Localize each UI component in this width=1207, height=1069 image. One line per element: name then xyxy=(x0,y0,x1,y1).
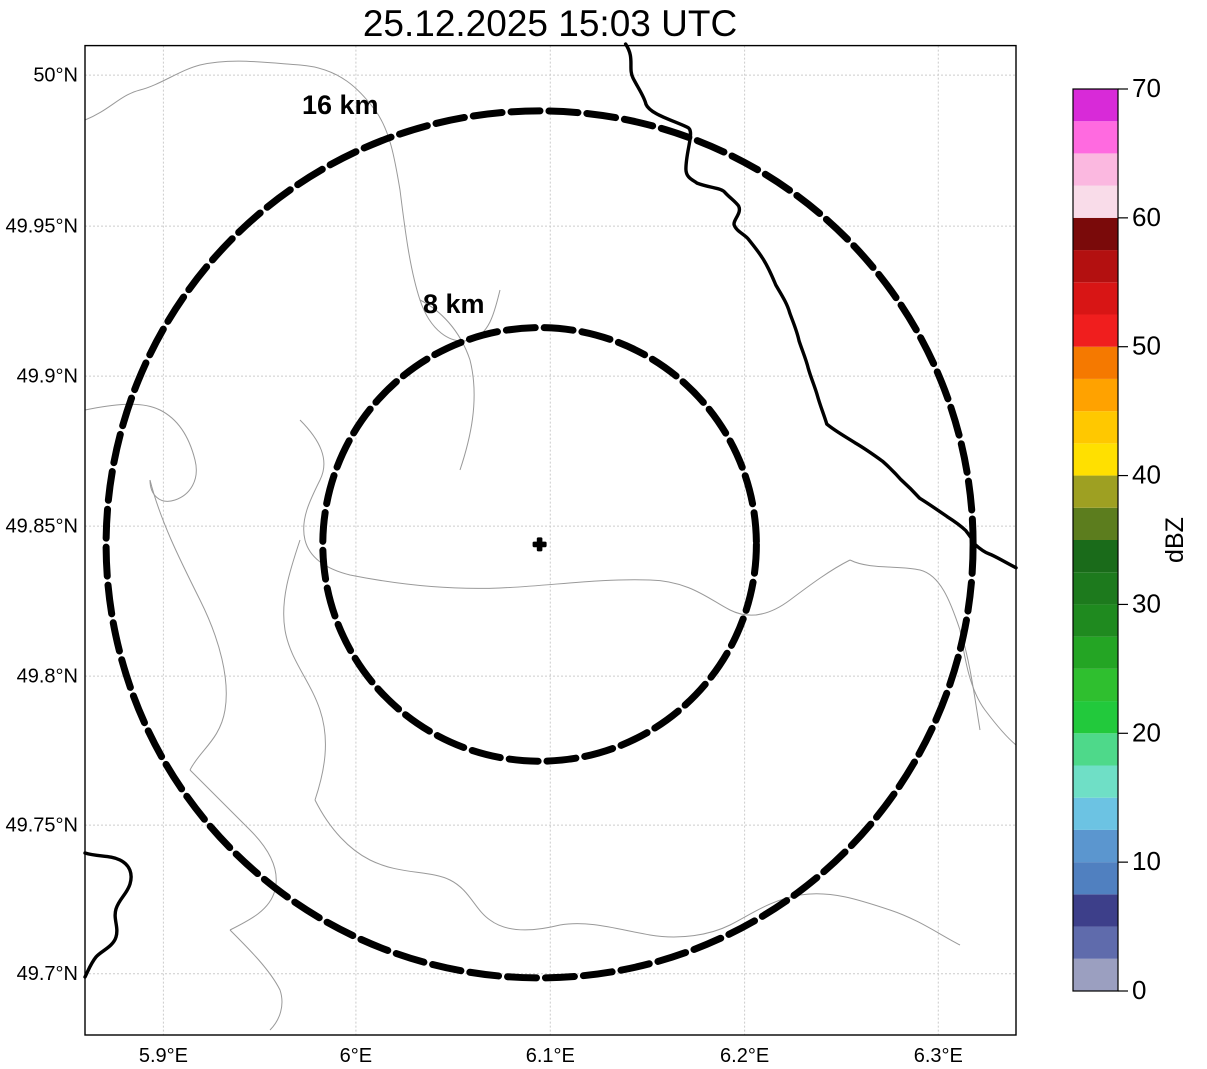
svg-text:5.9°E: 5.9°E xyxy=(139,1045,188,1067)
svg-text:6.2°E: 6.2°E xyxy=(720,1045,769,1067)
svg-text:70: 70 xyxy=(1132,73,1161,103)
svg-text:0: 0 xyxy=(1132,975,1146,1005)
svg-text:30: 30 xyxy=(1132,588,1161,618)
svg-text:49.8°N: 49.8°N xyxy=(17,666,78,688)
svg-text:49.95°N: 49.95°N xyxy=(6,216,79,238)
svg-text:49.75°N: 49.75°N xyxy=(6,815,79,837)
svg-text:16 km: 16 km xyxy=(302,90,379,120)
svg-text:49.9°N: 49.9°N xyxy=(17,366,78,388)
svg-text:6.3°E: 6.3°E xyxy=(914,1045,963,1067)
svg-text:25.12.2025 15:03 UTC: 25.12.2025 15:03 UTC xyxy=(363,3,737,44)
svg-text:49.7°N: 49.7°N xyxy=(17,963,78,985)
svg-text:40: 40 xyxy=(1132,460,1161,490)
svg-text:6°E: 6°E xyxy=(340,1045,372,1067)
svg-text:60: 60 xyxy=(1132,202,1161,232)
svg-text:10: 10 xyxy=(1132,846,1161,876)
svg-text:6.1°E: 6.1°E xyxy=(526,1045,575,1067)
svg-text:8 km: 8 km xyxy=(423,289,485,319)
svg-text:49.85°N: 49.85°N xyxy=(6,516,79,538)
svg-text:50: 50 xyxy=(1132,331,1161,361)
svg-text:20: 20 xyxy=(1132,717,1161,747)
svg-text:50°N: 50°N xyxy=(33,65,78,87)
svg-text:dBZ: dBZ xyxy=(1161,517,1189,563)
